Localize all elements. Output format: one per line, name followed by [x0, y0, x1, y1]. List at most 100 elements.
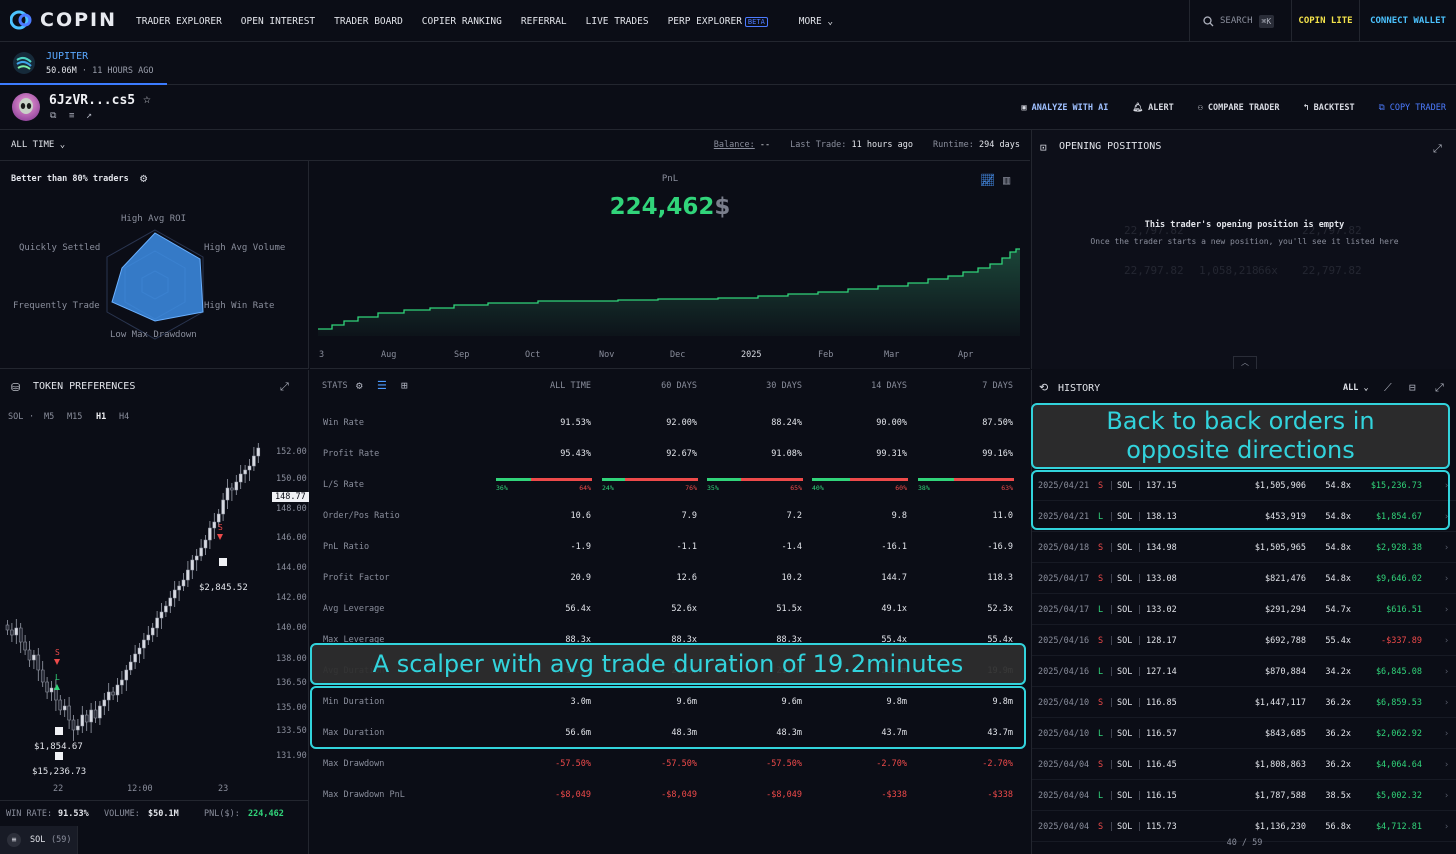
nav-open-interest[interactable]: OPEN INTEREST — [240, 15, 316, 27]
history-row[interactable]: 2025/04/04 S SOL 116.45 $1,808,863 36.2x $4,06… — [1032, 749, 1456, 780]
short-fill — [530, 478, 592, 481]
candle-body — [172, 589, 177, 599]
opening-positions-title: OPENING POSITIONS — [1059, 141, 1162, 152]
history-row[interactable]: 2025/04/21 L SOL 138.13 $453,919 54.8x $1,854.… — [1032, 501, 1456, 532]
ghost-value: 22,797.82 — [1124, 264, 1184, 277]
connect-wallet-button[interactable]: CONNECT WALLET — [1370, 16, 1446, 26]
timeframe-h4[interactable]: H4 — [119, 412, 130, 422]
balance-label: Balance: — [713, 140, 755, 150]
timeframe-m5[interactable]: M5 — [44, 412, 55, 422]
grid-view-icon[interactable]: ⊞ — [401, 379, 408, 392]
price-tick: 138.00 — [276, 654, 307, 664]
nav-referral[interactable]: REFERRAL — [520, 15, 567, 27]
bar-chart-icon[interactable]: ▥ — [1003, 173, 1011, 187]
collapse-toggle[interactable]: ︿ — [1233, 356, 1257, 369]
compare-trader-button[interactable]: ⚇ COMPARE TRADER — [1198, 103, 1280, 113]
candle-body — [216, 513, 221, 523]
history-row[interactable]: 2025/04/18 S SOL 134.98 $1,505,965 54.8x $2,92… — [1032, 532, 1456, 563]
timeframe-m15[interactable]: M15 — [67, 412, 83, 422]
separator: | — [1109, 822, 1115, 832]
history-row[interactable]: 2025/04/04 L SOL 116.15 $1,787,588 38.5x $5,00… — [1032, 780, 1456, 811]
trader-actions: ▣ ANALYZE WITH AI 🔔︎ ALERT ⚇ COMPARE TRADER… — [1021, 85, 1446, 130]
stats-cell: -2.70% — [876, 759, 907, 769]
history-side: L — [1098, 605, 1104, 615]
candle-body — [18, 627, 23, 643]
history-row[interactable]: 2025/04/17 S SOL 133.08 $821,476 54.8x $9,646.… — [1032, 563, 1456, 594]
stats-cell: -57.50% — [555, 759, 591, 769]
long-rate: 24% — [602, 484, 614, 492]
price-tick: 140.00 — [276, 623, 307, 633]
separator: | — [1137, 512, 1143, 522]
expand-icon[interactable]: ⤢ — [1435, 381, 1444, 394]
history-row[interactable]: 2025/04/04 S SOL 115.73 $1,136,230 56.8x $4,71… — [1032, 811, 1456, 842]
alert-button[interactable]: 🔔︎ ALERT — [1132, 103, 1173, 113]
long-fill — [496, 478, 531, 481]
star-icon[interactable]: ☆ — [143, 92, 151, 107]
search-shortcut: ⌘K — [1258, 14, 1275, 28]
history-lev: 54.7x — [1325, 605, 1351, 615]
pagination: 40 / 59 — [1226, 838, 1263, 848]
search-icon — [1203, 15, 1214, 26]
candle-body — [199, 547, 203, 557]
ls-rate-bar — [496, 478, 592, 481]
nav-live-trades[interactable]: LIVE TRADES — [585, 15, 649, 27]
win-rate-value: 91.53% — [58, 809, 89, 819]
list-icon[interactable]: ≡ — [69, 111, 75, 121]
copy-trader-button[interactable]: ⧉ COPY TRADER — [1379, 103, 1446, 113]
candle-body — [58, 699, 63, 711]
history-row[interactable]: 2025/04/21 S SOL 137.15 $1,505,906 54.8x $15,2… — [1032, 470, 1456, 501]
stats-cell: -$338 — [987, 790, 1013, 800]
history-row[interactable]: 2025/04/10 L SOL 116.57 $843,685 36.2x $2,062.… — [1032, 718, 1456, 749]
search-button[interactable]: SEARCH ⌘K — [1189, 0, 1292, 42]
win-rate-label: WIN RATE: — [6, 809, 53, 819]
trade-label: $15,236.73 — [32, 767, 87, 777]
copin-lite-button[interactable]: COPIN LITE — [1292, 0, 1360, 42]
table-icon[interactable]: ⊟ — [1409, 381, 1416, 394]
protocol-tab-jupiter[interactable]: JUPITER 50.06M · 11 HOURS AGO — [0, 42, 167, 85]
list-view-icon[interactable]: ☰ — [377, 379, 387, 392]
pnl-xtick: Aug — [381, 350, 397, 360]
chart-icon[interactable]: ⟋ — [1384, 381, 1392, 394]
avatar — [12, 93, 40, 121]
nav-trader-board[interactable]: TRADER BOARD — [334, 15, 403, 27]
candle-body — [168, 597, 173, 607]
radar-label-bottom-right: High Win Rate — [204, 301, 275, 311]
gear-icon[interactable]: ⚙ — [140, 171, 148, 185]
expand-icon[interactable]: ⤢ — [280, 380, 289, 393]
history-row[interactable]: 2025/04/16 S SOL 128.17 $692,788 55.4x -$337.8… — [1032, 625, 1456, 656]
nav-copier-ranking[interactable]: COPIER RANKING — [421, 15, 502, 27]
history-row[interactable]: 2025/04/10 S SOL 116.85 $1,447,117 36.2x $6,85… — [1032, 687, 1456, 718]
history-row[interactable]: 2025/04/17 L SOL 133.02 $291,294 54.7x $616.51… — [1032, 594, 1456, 625]
nav-trader-explorer[interactable]: TRADER EXPLORER — [136, 15, 222, 27]
long-marker: L — [54, 673, 60, 690]
time-range-select[interactable]: ALL TIME ⌄ — [11, 140, 65, 150]
backtest-button[interactable]: ↰ BACKTEST — [1304, 103, 1355, 113]
timeframe-h1[interactable]: H1 — [96, 412, 107, 422]
candle-body — [203, 539, 208, 549]
stats-row-label: Min Duration — [323, 697, 385, 707]
stats-cell: 52.6x — [671, 604, 697, 614]
long-rate: 38% — [918, 484, 930, 492]
nav-perp-explorer[interactable]: PERP EXPLORER BETA — [668, 16, 768, 27]
analyze-ai-button[interactable]: ▣ ANALYZE WITH AI — [1021, 103, 1108, 113]
history-token: SOL — [1117, 605, 1133, 615]
expand-icon[interactable]: ⤢ — [1433, 142, 1442, 155]
copin-logo[interactable]: COPIN — [10, 9, 117, 31]
share-icon[interactable]: ↗ — [86, 110, 93, 121]
history-annotation: Back to back orders in opposite directio… — [1031, 403, 1450, 469]
token-tag-sol[interactable]: ≡ SOL (59) — [0, 826, 78, 854]
history-token: SOL — [1117, 760, 1133, 770]
search-label: SEARCH — [1220, 16, 1253, 26]
separator: | — [1109, 512, 1115, 522]
short-fill — [954, 478, 1014, 481]
nav-more[interactable]: MORE ⌄ — [799, 16, 833, 27]
copy-icon[interactable]: ⧉ — [50, 111, 57, 121]
pnl-xtick: Dec — [670, 350, 686, 360]
stats-cell: 9.6m — [781, 697, 802, 707]
gear-icon[interactable]: ⚙ — [356, 379, 363, 392]
line-chart-icon[interactable]: 📈︎ — [980, 173, 996, 187]
price-tick: 133.50 — [276, 726, 307, 736]
history-filter[interactable]: ALL ⌄ — [1343, 383, 1369, 393]
history-row[interactable]: 2025/04/16 L SOL 127.14 $870,884 34.2x $6,845.… — [1032, 656, 1456, 687]
ghost-value: 1,058,218 — [1199, 264, 1259, 277]
